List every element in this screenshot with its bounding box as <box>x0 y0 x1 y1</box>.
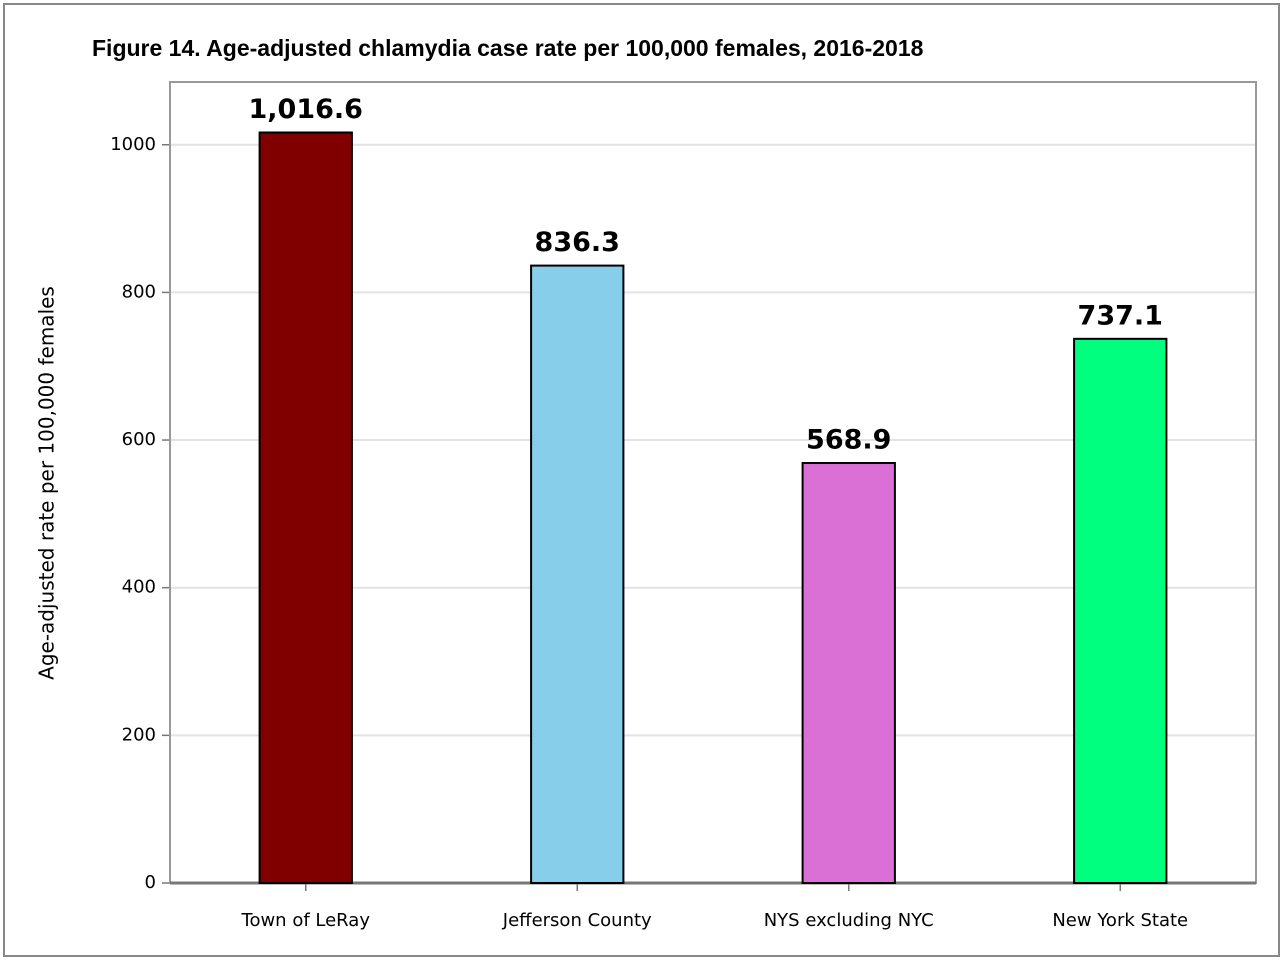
value-label: 836.3 <box>535 227 620 258</box>
bar <box>801 462 896 884</box>
y-axis-label: Age-adjusted rate per 100,000 females <box>35 286 59 680</box>
value-label: 1,016.6 <box>249 94 363 125</box>
bar <box>530 264 625 884</box>
chart-title: Figure 14. Age-adjusted chlamydia case r… <box>92 35 924 61</box>
x-tick-label: New York State <box>1052 910 1188 931</box>
value-label: 737.1 <box>1078 300 1163 331</box>
frame <box>3 3 1280 957</box>
y-tick-label: 800 <box>122 281 156 302</box>
y-tick-label: 600 <box>122 429 156 450</box>
y-tick-label: 400 <box>122 577 156 598</box>
bar <box>258 131 353 884</box>
bar <box>1073 337 1168 884</box>
y-tick-label: 0 <box>145 872 156 893</box>
value-label: 568.9 <box>806 425 891 456</box>
y-tick-label: 1000 <box>110 134 156 155</box>
y-tick-label: 200 <box>122 724 156 745</box>
x-tick-label: Town of LeRay <box>241 910 371 931</box>
x-tick-label: Jefferson County <box>502 910 652 931</box>
x-tick-label: NYS excluding NYC <box>764 910 934 931</box>
